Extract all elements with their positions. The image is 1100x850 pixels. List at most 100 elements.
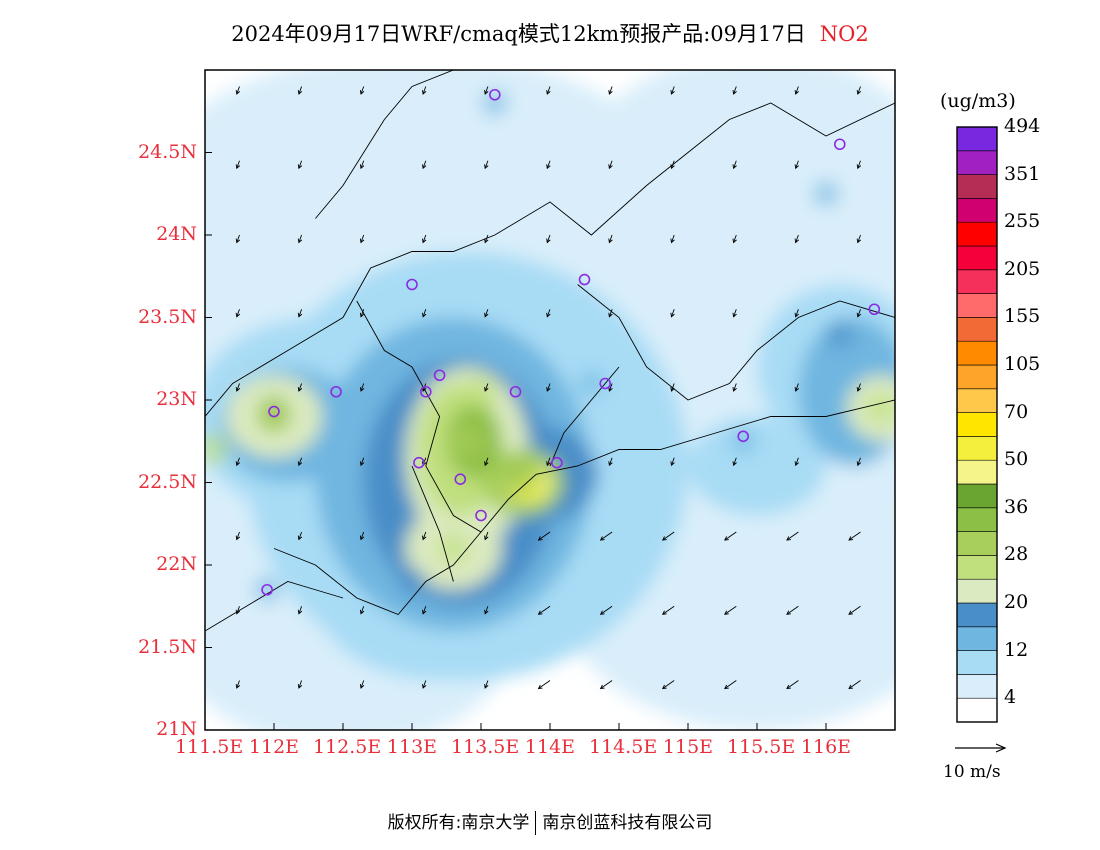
wind-arrow — [732, 86, 737, 95]
wind-arrow — [359, 531, 365, 541]
boundary-line — [356, 300, 895, 533]
wind-arrow — [856, 234, 862, 244]
wind-arrow — [422, 606, 427, 615]
wind-arrow — [359, 606, 365, 615]
wind-arrow — [235, 606, 241, 615]
wind-arrow — [359, 383, 365, 392]
wind-arrow — [297, 531, 303, 541]
colorbar-label: 155 — [1004, 305, 1041, 328]
colorbar-frame — [956, 126, 998, 723]
wind-arrow — [661, 531, 675, 541]
boundary-line — [577, 284, 895, 401]
colorbar-label: 28 — [1004, 543, 1029, 566]
colorbar-swatch — [956, 126, 998, 152]
colorbar-swatch — [956, 650, 998, 675]
station-marker — [454, 473, 467, 486]
lon-label: 112E — [248, 736, 300, 758]
boundary-line — [549, 366, 620, 467]
station-marker — [419, 385, 432, 398]
lat-label: 21.5N — [138, 635, 197, 658]
wind-arrow — [359, 86, 365, 95]
hotspot — [205, 433, 228, 466]
lat-label: 24N — [156, 223, 197, 245]
wind-arrow — [484, 531, 489, 541]
wind-arrow — [732, 234, 737, 244]
wind-arrow — [608, 383, 613, 392]
wind-arrow — [359, 680, 365, 689]
lon-label: 112.5E — [313, 736, 382, 758]
wind-arrow — [661, 605, 675, 615]
wind-arrow — [235, 680, 241, 689]
wind-arrow — [856, 86, 862, 95]
wind-arrow — [786, 531, 799, 541]
colorbar-swatch — [956, 507, 998, 532]
wind-arrow — [732, 383, 737, 392]
wind-arrow — [546, 234, 551, 244]
colorbar-unit: (ug/m3) — [940, 90, 1016, 112]
colorbar-swatch — [956, 364, 998, 390]
hotspot — [813, 180, 839, 207]
wind-arrow — [848, 605, 861, 615]
boundary-line — [205, 581, 344, 632]
station-marker — [578, 273, 591, 286]
colorbar-swatch — [956, 555, 998, 580]
colorbar-swatch — [956, 459, 998, 485]
wind-arrow — [794, 383, 799, 392]
wind-arrow — [848, 531, 861, 541]
wind-arrow — [670, 457, 675, 467]
concentration-blob — [688, 416, 826, 516]
station-marker — [509, 385, 522, 398]
colorbar-swatch — [956, 674, 998, 699]
wind-arrow — [422, 309, 427, 318]
station-marker — [599, 377, 612, 390]
wind-reference-arrow — [955, 743, 1007, 753]
lon-label: 115E — [662, 736, 714, 758]
wind-arrow — [670, 86, 675, 95]
colorbar-swatch — [956, 340, 998, 366]
lat-label: 22.5N — [138, 470, 197, 493]
wind-arrow — [856, 457, 862, 467]
wind-arrow — [422, 160, 427, 170]
wind-arrow — [359, 234, 365, 244]
colorbar-swatch — [956, 626, 998, 651]
wind-arrow — [794, 234, 799, 244]
wind-arrow — [235, 383, 241, 392]
wind-arrow — [732, 309, 737, 318]
wind-arrow — [297, 234, 303, 244]
wind-arrow — [732, 160, 737, 170]
station-marker — [868, 303, 881, 316]
boundary-line — [273, 531, 482, 616]
colorbar-label: 36 — [1004, 495, 1029, 518]
colorbar-swatch — [956, 483, 998, 509]
wind-arrow — [599, 531, 613, 541]
wind-arrow — [484, 309, 489, 318]
wind-arrow — [670, 309, 675, 318]
wind-arrow — [537, 605, 551, 615]
wind-arrow — [297, 383, 303, 392]
colorbar-swatch — [956, 317, 998, 342]
wind-arrow — [422, 86, 427, 95]
colorbar-swatch — [956, 174, 998, 199]
wind-arrow — [670, 234, 675, 244]
hotspot — [865, 392, 895, 425]
colorbar-swatch — [956, 412, 998, 437]
colorbar-label: 50 — [1004, 448, 1029, 471]
wind-arrow — [794, 309, 799, 318]
map-title: 2024年09月17日WRF/cmaq模式12km预报产品:09月17日 NO2 — [0, 18, 1100, 48]
wind-arrow — [484, 234, 489, 244]
wind-arrow — [724, 531, 737, 541]
field-blur-group — [205, 70, 895, 730]
wind-arrow — [786, 605, 799, 615]
concentration-field — [205, 70, 895, 730]
wind-arrow — [537, 680, 551, 690]
wind-arrow — [422, 234, 427, 244]
wind-arrow — [546, 86, 551, 95]
wind-arrow — [297, 160, 303, 170]
wind-arrow — [732, 457, 737, 467]
wind-arrow — [235, 457, 241, 467]
station-marker — [433, 369, 446, 382]
colorbar — [956, 126, 998, 723]
title-main: 2024年09月17日WRF/cmaq模式12km预报产品:09月17日 — [231, 22, 806, 46]
colorbar-label: 20 — [1004, 591, 1029, 613]
wind-arrow — [484, 457, 489, 467]
